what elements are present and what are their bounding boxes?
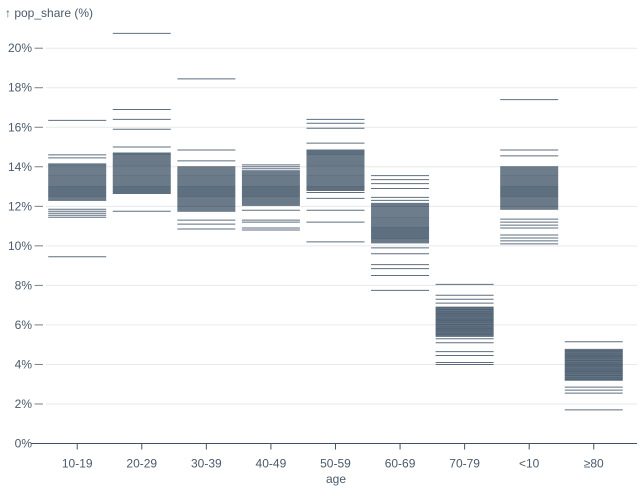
tick-marks (48, 32, 623, 411)
x-axis: 10-19 20-29 30-39 40-49 50-59 60-69 70-79 <10 ≥8… (31, 443, 637, 486)
tick-column-50-59 (306, 118, 365, 243)
x-tick-label: 40-49 (256, 457, 287, 471)
x-tick-label: ≥80 (584, 457, 604, 471)
tick-column-40-49 (241, 164, 300, 231)
tick-column-70-79 (435, 283, 494, 365)
y-axis-labels: 0% 2% 4% 6% 8% 10% 12% 14% 16% 18% 20% (8, 41, 43, 451)
y-tick-label: 6% (15, 318, 33, 332)
y-tick-label: 4% (15, 357, 33, 371)
tick-column-<10 (500, 99, 559, 245)
x-tick-label: 70-79 (449, 457, 480, 471)
y-tick-label: 10% (8, 239, 32, 253)
tick-column-10-19 (48, 119, 107, 258)
y-tick-label: 18% (8, 81, 32, 95)
tick-column-20-29 (112, 32, 171, 212)
y-tick-label: 8% (15, 278, 33, 292)
y-axis-title: ↑ pop_share (%) (5, 6, 93, 20)
tick-column-60-69 (371, 175, 430, 291)
x-tick-label: 60-69 (385, 457, 416, 471)
y-tick-label: 2% (15, 397, 33, 411)
y-grid (46, 47, 637, 405)
y-tick-label: 14% (8, 160, 32, 174)
x-tick-label: 50-59 (320, 457, 351, 471)
y-tick-label: 16% (8, 120, 32, 134)
x-tick-label: 30-39 (191, 457, 222, 471)
y-tick-label: 0% (15, 437, 33, 451)
x-tick-label: 10-19 (62, 457, 93, 471)
y-tick-label: 20% (8, 41, 32, 55)
tick-column-30-39 (177, 78, 236, 230)
x-tick-label: 20-29 (126, 457, 157, 471)
x-tick-label: <10 (519, 457, 540, 471)
x-axis-title: age (326, 472, 346, 486)
y-tick-label: 12% (8, 199, 32, 213)
tick-column-≥80 (564, 341, 623, 411)
